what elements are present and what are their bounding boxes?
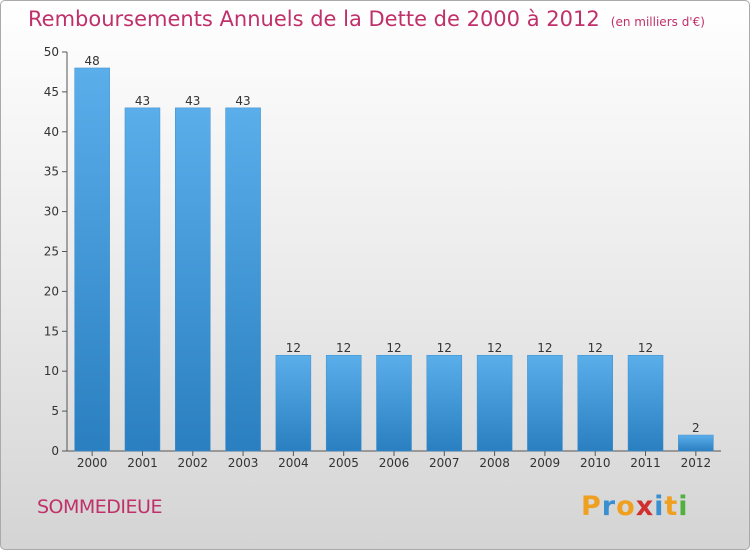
x-tick-label: 2006 xyxy=(379,456,410,470)
y-tick-label: 35 xyxy=(44,165,59,179)
y-tick-label: 30 xyxy=(44,205,59,219)
logo-letter: o xyxy=(616,491,636,522)
y-tick-label: 40 xyxy=(44,125,59,139)
y-tick-label: 20 xyxy=(44,284,59,298)
logo-letter: i xyxy=(654,491,665,522)
y-tick-label: 45 xyxy=(44,85,59,99)
bar xyxy=(577,354,613,452)
y-tick-label: 0 xyxy=(51,444,59,458)
axes: 0 5 10 15 20 25 30 35 40 45 50 xyxy=(44,45,721,458)
proxiti-logo: Proxiti xyxy=(581,491,689,522)
x-tick-label: 2000 xyxy=(77,456,108,470)
y-tick-label: 25 xyxy=(44,245,59,259)
chart-title: Remboursements Annuels de la Dette de 20… xyxy=(28,7,600,31)
x-tick-label: 2001 xyxy=(127,456,158,470)
bar xyxy=(376,354,412,452)
data-label: 12 xyxy=(537,341,552,355)
chart-unit-note: (en milliers d'€) xyxy=(610,15,705,29)
data-label: 12 xyxy=(638,341,653,355)
y-tick-label: 10 xyxy=(44,364,59,378)
data-label: 43 xyxy=(235,94,250,108)
y-tick-label: 5 xyxy=(51,404,59,418)
x-tick-label: 2012 xyxy=(681,456,712,470)
data-label: 12 xyxy=(588,341,603,355)
y-tick-label: 15 xyxy=(44,324,59,338)
place-name: SOMMEDIEUE xyxy=(37,496,162,518)
x-tick-label: 2010 xyxy=(580,456,611,470)
labels: 2000 48 2001 43 2002 43 2003 43 2004 12 2005 12 2006… xyxy=(77,54,711,470)
x-tick-label: 2002 xyxy=(177,456,208,470)
logo-letter: i xyxy=(678,491,689,522)
data-label: 12 xyxy=(487,341,502,355)
bar xyxy=(175,107,211,452)
bar xyxy=(124,107,161,452)
bar xyxy=(275,354,312,452)
bar xyxy=(325,354,362,452)
bar xyxy=(225,107,261,452)
x-tick-label: 2003 xyxy=(228,456,259,470)
title-row: Remboursements Annuels de la Dette de 20… xyxy=(28,7,705,31)
bar xyxy=(627,354,664,452)
data-label: 12 xyxy=(286,341,301,355)
bars xyxy=(74,67,714,452)
logo-letter: P xyxy=(581,491,602,522)
x-tick-label: 2004 xyxy=(278,456,309,470)
data-label: 43 xyxy=(185,94,200,108)
x-tick-label: 2007 xyxy=(429,456,460,470)
logo-letter: x xyxy=(635,491,655,522)
bar xyxy=(426,354,463,452)
x-tick-label: 2005 xyxy=(328,456,359,470)
data-label: 48 xyxy=(85,54,100,68)
data-label: 12 xyxy=(336,341,351,355)
data-label: 43 xyxy=(135,94,150,108)
bar xyxy=(74,67,110,452)
x-tick-label: 2009 xyxy=(530,456,561,470)
x-tick-label: 2011 xyxy=(630,456,661,470)
logo-letter: t xyxy=(664,491,679,522)
bar xyxy=(678,434,714,452)
data-label: 2 xyxy=(692,421,700,435)
bar xyxy=(476,354,513,452)
data-label: 12 xyxy=(386,341,401,355)
logo-letter: r xyxy=(601,491,617,522)
data-label: 12 xyxy=(437,341,452,355)
y-tick-label: 50 xyxy=(44,45,59,59)
x-tick-label: 2008 xyxy=(479,456,510,470)
bar xyxy=(527,354,563,452)
